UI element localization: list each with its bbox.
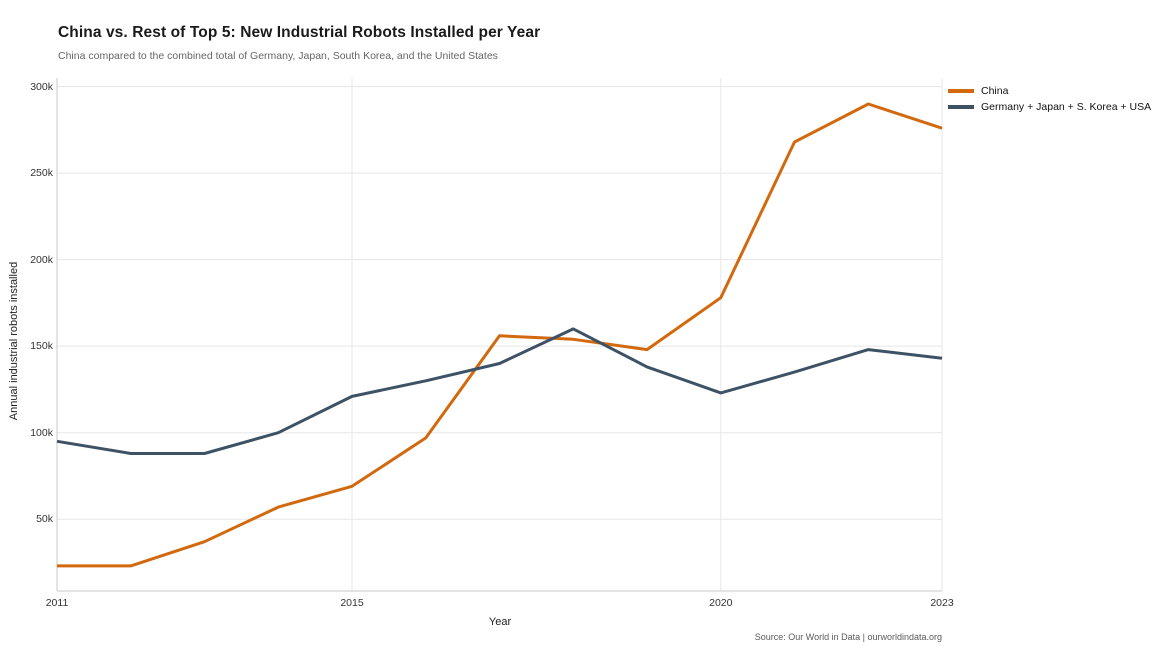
source-attribution: Source: Our World in Data | ourworldinda… <box>754 632 942 642</box>
y-axis-title: Annual industrial robots installed <box>8 261 20 421</box>
x-tick-label: 2011 <box>45 597 69 609</box>
legend-swatch <box>948 105 974 109</box>
legend-label: China <box>981 85 1009 97</box>
x-axis-title: Year <box>488 616 512 628</box>
legend-item-china: China <box>948 83 1151 99</box>
y-tick-label: 200k <box>30 253 53 266</box>
chart-title: China vs. Rest of Top 5: New Industrial … <box>58 24 541 41</box>
legend-label: Germany + Japan + S. Korea + USA <box>981 101 1152 113</box>
legend: China Germany + Japan + S. Korea + USA <box>948 83 1151 115</box>
y-tick-label: 100k <box>30 426 53 439</box>
y-tick-label: 150k <box>30 340 53 353</box>
series-line-china <box>57 102 943 568</box>
y-tick-label: 300k <box>30 80 53 93</box>
x-tick-label: 2015 <box>340 597 364 609</box>
legend-swatch <box>948 89 974 93</box>
y-tick-label: 50k <box>36 513 53 526</box>
legend-item-combined: Germany + Japan + S. Korea + USA <box>948 99 1151 115</box>
chart-subtitle: China compared to the combined total of … <box>58 50 498 62</box>
series-line-combined <box>56 327 943 455</box>
x-tick-label: 2023 <box>930 597 954 609</box>
x-tick-label: 2020 <box>709 597 733 609</box>
y-tick-label: 250k <box>30 167 53 180</box>
